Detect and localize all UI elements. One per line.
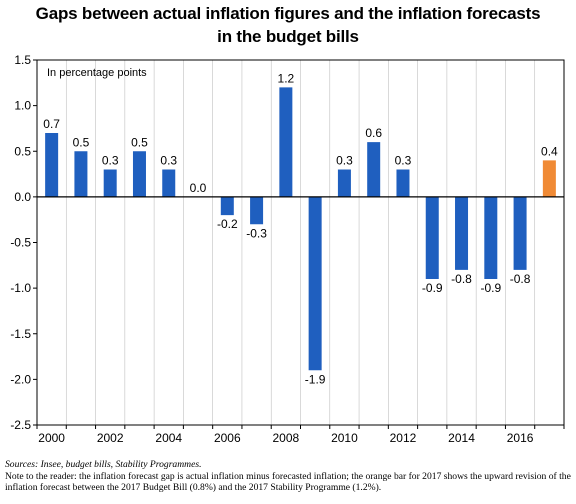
data-label-2001: 0.5	[73, 135, 90, 149]
bar-2009	[308, 196, 322, 371]
bar-2016	[513, 196, 527, 270]
bar-2001	[74, 151, 88, 197]
y-tick-label: 1.0	[14, 99, 31, 113]
x-tick-label: 2014	[448, 431, 475, 445]
x-tick-label: 2008	[273, 431, 300, 445]
y-tick-label: -1.5	[10, 327, 31, 341]
bar-2015	[484, 196, 498, 279]
bar-2000	[45, 133, 59, 197]
y-tick-label: 0.0	[14, 190, 31, 204]
data-label-2014: -0.8	[451, 272, 472, 286]
bar-2012	[396, 169, 410, 197]
bar-2014	[455, 196, 469, 270]
data-label-2006: -0.2	[217, 217, 238, 231]
chart-title-line-2: in the budget bills	[217, 27, 359, 46]
data-label-2017: 0.4	[541, 144, 558, 158]
data-label-2015: -0.9	[480, 281, 501, 295]
chart-title-line-1: Gaps between actual inflation figures an…	[35, 4, 541, 23]
bar-2011	[367, 142, 381, 197]
data-label-2005: 0.0	[190, 181, 207, 195]
y-axis-ticks: 1.5 1.0 0.5 0.0 -0.5 -1.0 -1.5 -2.0 -2.5	[10, 53, 37, 432]
data-label-2009: -1.9	[305, 372, 326, 386]
y-tick-label: -0.5	[10, 236, 31, 250]
data-label-2003: 0.5	[131, 135, 148, 149]
x-tick-label: 2016	[507, 431, 534, 445]
data-label-2004: 0.3	[160, 154, 177, 168]
y-tick-label: -2.5	[10, 418, 31, 432]
gridlines	[65, 60, 536, 425]
bar-2006	[220, 196, 234, 216]
bar-2004	[162, 169, 176, 197]
data-label-2016: -0.8	[510, 272, 531, 286]
note-text: Note to the reader: the inflation foreca…	[5, 470, 571, 494]
bar-2007	[250, 196, 264, 225]
x-tick-label: 2000	[38, 431, 65, 445]
unit-label: In percentage points	[47, 67, 147, 79]
data-label-2007: -0.3	[246, 226, 267, 240]
chart-title: Gaps between actual inflation figures an…	[0, 2, 576, 48]
x-tick-label: 2002	[97, 431, 124, 445]
data-labels: 0.7 0.5 0.3 0.5 0.3 0.0 -0.2 -0.3 1.2 -1.9 0.3 0.6 0…	[43, 71, 558, 386]
data-label-2012: 0.3	[395, 154, 412, 168]
x-tick-label: 2006	[214, 431, 241, 445]
bar-2017	[542, 160, 556, 197]
x-axis-ticks: 2000 2002 2004 2006 2008 2010 2012 2014 2016	[36, 425, 565, 445]
x-tick-label: 2010	[331, 431, 358, 445]
y-tick-label: -2.0	[10, 372, 31, 386]
bar-2008	[279, 87, 293, 197]
data-label-2008: 1.2	[278, 71, 295, 85]
bars	[45, 87, 556, 371]
bar-2013	[425, 196, 439, 279]
data-label-2002: 0.3	[102, 154, 119, 168]
x-tick-label: 2004	[155, 431, 182, 445]
y-tick-label: -1.0	[10, 281, 31, 295]
data-label-2010: 0.3	[336, 154, 353, 168]
y-tick-label: 0.5	[14, 144, 31, 158]
data-label-2000: 0.7	[43, 117, 60, 131]
bar-chart: 0.7 0.5 0.3 0.5 0.3 0.0 -0.2 -0.3 1.2 -1.9 0.3 0.6 0…	[10, 53, 565, 445]
chart-footer: Sources: Insee, budget bills, Stability …	[5, 459, 571, 494]
data-label-2011: 0.6	[365, 126, 382, 140]
x-tick-label: 2012	[390, 431, 417, 445]
sources-text: Sources: Insee, budget bills, Stability …	[5, 459, 202, 470]
bar-2003	[132, 151, 146, 197]
bar-2002	[103, 169, 117, 197]
data-label-2013: -0.9	[422, 281, 443, 295]
y-tick-label: 1.5	[14, 53, 31, 67]
bar-2010	[337, 169, 351, 197]
